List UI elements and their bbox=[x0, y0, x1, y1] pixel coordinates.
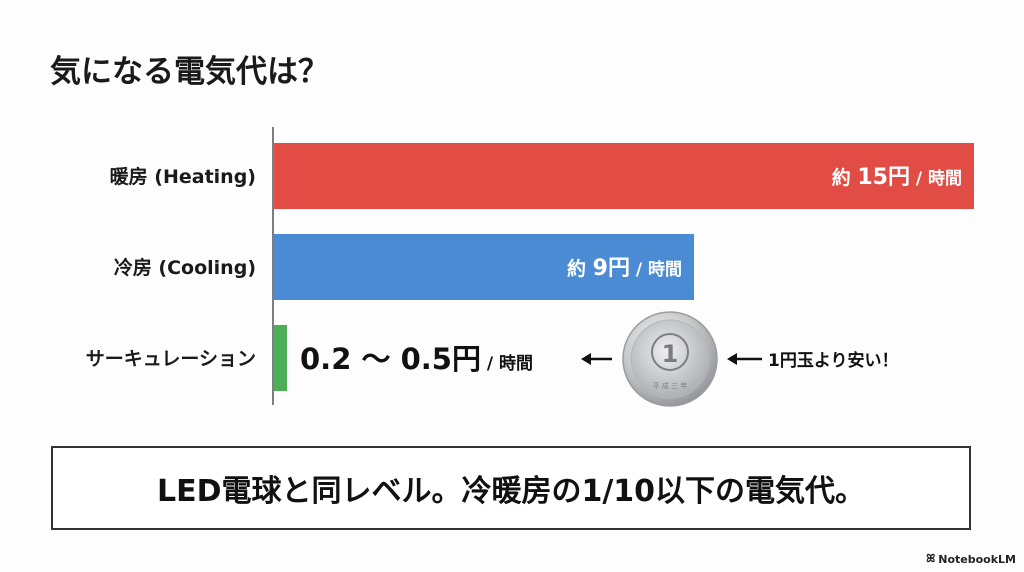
coin-annotation: 1 平 成 三 年 1円玉より安い！ bbox=[581, 311, 899, 407]
coin-inner-ring bbox=[630, 319, 710, 399]
page-title: 気になる電気代は？ bbox=[50, 54, 329, 90]
category-label: 暖房 (Heating) bbox=[110, 165, 256, 188]
data-label-unit: / 時間 bbox=[910, 168, 962, 189]
coin-note: 1円玉より安い！ bbox=[768, 350, 899, 371]
data-label: 約 9円 / 時間 bbox=[567, 256, 682, 281]
brand-name: NotebookLM bbox=[938, 552, 1016, 566]
bar bbox=[274, 325, 287, 391]
data-label-unit: / 時間 bbox=[630, 259, 682, 280]
bar bbox=[274, 234, 694, 300]
data-label-number: 0.2 〜 0.5円 bbox=[300, 342, 481, 376]
category-label: サーキュレーション bbox=[86, 348, 256, 370]
data-label: 約 15円 / 時間 bbox=[832, 165, 962, 190]
bar bbox=[274, 143, 974, 209]
data-label-number: 9円 bbox=[593, 256, 630, 281]
data-label-prefix: 約 bbox=[832, 166, 858, 189]
summary-box: LED電球と同レベル。冷暖房の1/10以下の電気代。 bbox=[51, 446, 971, 530]
arrow-left-head bbox=[581, 353, 591, 365]
data-label: 0.2 〜 0.5円 / 時間 bbox=[300, 342, 533, 376]
brand-mark: ꕤ NotebookLM bbox=[926, 552, 1016, 566]
notebooklm-icon: ꕤ bbox=[926, 552, 936, 565]
data-label-unit: / 時間 bbox=[481, 353, 533, 374]
category-label: 冷房 (Cooling) bbox=[114, 256, 256, 279]
arrow-right-head bbox=[727, 353, 737, 365]
coin-digit-circle bbox=[651, 333, 689, 371]
summary-text: LED電球と同レベル。冷暖房の1/10以下の電気代。 bbox=[156, 474, 866, 509]
coin-digit: 1 bbox=[662, 340, 679, 368]
coin-era-text: 平 成 三 年 bbox=[653, 381, 688, 390]
data-label-number: 15円 bbox=[857, 165, 910, 190]
data-label-prefix: 約 bbox=[567, 257, 593, 280]
